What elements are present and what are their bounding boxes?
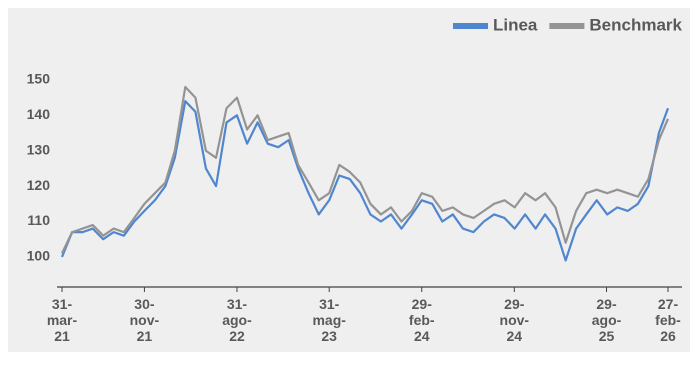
y-tick-label: 110: [27, 212, 50, 228]
x-tick-label: 30-nov-21: [130, 296, 160, 344]
x-tick-label: 27-feb-26: [655, 296, 681, 344]
x-tick-label: 31-mar-21: [47, 296, 78, 344]
x-tick-label: 29-feb-24: [409, 296, 435, 344]
y-tick-label: 120: [27, 177, 51, 193]
legend-label: Linea: [493, 15, 538, 34]
x-tick-label: 29-nov-24: [500, 296, 530, 344]
y-tick-label: 100: [27, 248, 51, 264]
legend-label: Benchmark: [589, 15, 682, 34]
y-tick-label: 140: [27, 106, 51, 122]
x-tick-label: 29-ago-25: [592, 296, 622, 344]
x-tick-label: 31-ago-22: [222, 296, 252, 344]
x-tick-label: 31-mag-23: [312, 296, 346, 344]
chart-background: [8, 8, 690, 352]
data-line: [60, 100, 670, 262]
y-tick-label: 130: [27, 141, 51, 157]
y-tick-label: 150: [27, 71, 51, 87]
data-line: [61, 85, 670, 254]
